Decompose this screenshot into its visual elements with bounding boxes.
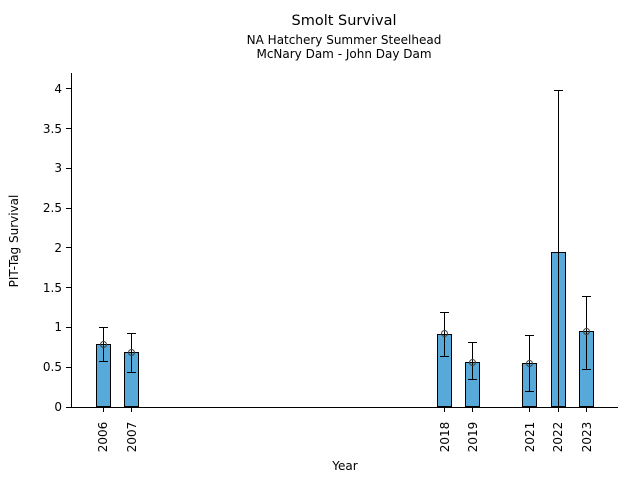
point-marker-2021 (526, 359, 534, 367)
error-cap-high-2019 (468, 342, 478, 344)
error-cap-high-2007 (127, 332, 137, 334)
point-marker-2018 (441, 330, 449, 338)
y-tick-3.5 (66, 128, 71, 130)
x-tick-label-2007: 2007 (124, 421, 139, 453)
error-cap-low-2023 (582, 369, 592, 371)
y-tick-0.5 (66, 366, 71, 368)
y-tick-label-4: 4 (54, 81, 62, 96)
error-bar-2022 (557, 90, 559, 407)
y-tick-label-3: 3 (54, 161, 62, 176)
error-cap-high-2018 (440, 311, 450, 313)
y-tick-label-2: 2 (54, 240, 62, 255)
y-tick-label-1: 1 (54, 320, 62, 335)
y-tick-1 (66, 326, 71, 328)
error-cap-low-2019 (468, 379, 478, 381)
error-cap-high-2023 (582, 295, 592, 297)
y-tick-label-2.5: 2.5 (42, 201, 62, 216)
error-cap-low-2006 (98, 361, 108, 363)
y-tick-label-3.5: 3.5 (42, 121, 62, 136)
chart-title: Smolt Survival (291, 13, 397, 29)
error-cap-low-2018 (440, 356, 450, 358)
error-cap-low-2021 (525, 391, 535, 393)
y-tick-label-1.5: 1.5 (42, 280, 62, 295)
x-tick-2022 (557, 407, 559, 412)
x-tick-label-2021: 2021 (522, 421, 537, 453)
y-tick-3 (66, 167, 71, 169)
point-marker-2023 (583, 327, 591, 335)
x-axis-label: Year (332, 459, 358, 473)
y-tick-0 (66, 406, 71, 408)
x-tick-label-2019: 2019 (465, 421, 480, 453)
y-tick-label-0: 0 (54, 400, 62, 414)
error-cap-high-2021 (525, 334, 535, 336)
y-tick-4 (66, 88, 71, 90)
y-tick-1.5 (66, 287, 71, 289)
chart-subtitle-line1: NA Hatchery Summer Steelhead (246, 33, 442, 47)
x-tick-2023 (586, 407, 588, 412)
chart-subtitle-line2: McNary Dam - John Day Dam (256, 47, 432, 61)
x-tick-2006 (102, 407, 104, 412)
x-tick-2021 (529, 407, 531, 412)
point-marker-2019 (469, 358, 477, 366)
point-marker-2006 (99, 340, 107, 348)
x-tick-2007 (131, 407, 133, 412)
y-tick-2.5 (66, 207, 71, 209)
x-tick-label-2006: 2006 (96, 421, 111, 453)
point-marker-2007 (128, 348, 136, 356)
error-cap-high-2022 (553, 89, 563, 91)
x-tick-label-2022: 2022 (551, 421, 566, 453)
x-tick-2018 (444, 407, 446, 412)
plot-area: 0 0.5 1 1.5 2 2.5 3 3.5 4 2006 2007 2018 2019 2021 202… (43, 73, 618, 452)
x-tick-2019 (472, 407, 474, 412)
x-tick-label-2023: 2023 (579, 421, 594, 453)
y-tick-2 (66, 247, 71, 249)
error-cap-low-2007 (127, 371, 137, 373)
x-tick-label-2018: 2018 (437, 421, 452, 453)
error-cap-high-2006 (98, 326, 108, 328)
y-tick-label-0.5: 0.5 (42, 360, 62, 375)
